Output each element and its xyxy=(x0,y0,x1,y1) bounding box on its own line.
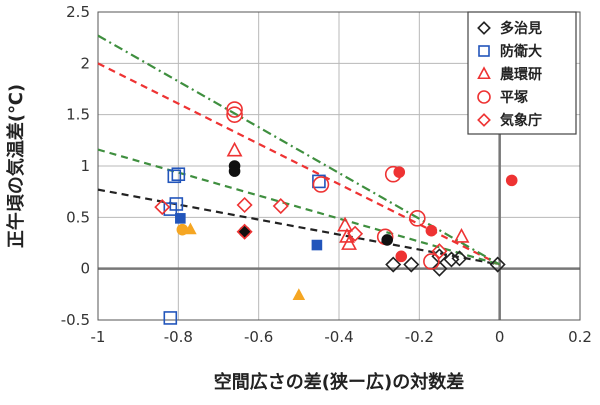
trend-line xyxy=(97,62,501,266)
data-point xyxy=(395,250,408,263)
data-point xyxy=(409,210,426,227)
legend-label: 防衛大 xyxy=(500,43,542,60)
x-tick-label: -1 xyxy=(91,328,106,346)
data-point xyxy=(226,106,243,123)
data-point xyxy=(403,256,420,273)
data-point xyxy=(425,224,438,237)
trend-lines xyxy=(97,34,501,266)
legend-label: 気象庁 xyxy=(500,112,542,129)
data-point xyxy=(451,250,468,267)
x-tick-label: 0.2 xyxy=(568,328,592,346)
y-tick-label: 1.5 xyxy=(66,106,90,124)
data-point xyxy=(381,234,394,246)
data-points xyxy=(154,101,518,325)
data-point xyxy=(167,169,182,184)
x-tick-labels: -1 -0.8 -0.6 -0.4 -0.2 0 0.2 xyxy=(91,328,592,346)
data-point xyxy=(505,174,518,187)
data-point xyxy=(226,141,243,157)
data-point xyxy=(431,260,448,277)
x-tick-label: -0.2 xyxy=(405,328,434,346)
data-point xyxy=(154,199,171,216)
y-tick-label: 1 xyxy=(80,157,90,175)
data-point xyxy=(236,223,253,240)
data-point xyxy=(236,196,253,214)
data-point xyxy=(311,239,323,251)
legend-label: 平塚 xyxy=(500,90,528,106)
trend-line xyxy=(97,148,500,266)
data-point xyxy=(292,288,306,300)
legend-label: 農環研 xyxy=(500,66,542,83)
y-tick-labels: -0.5 0 0.5 1 1.5 2 2.5 xyxy=(61,3,90,329)
x-tick-label: -0.6 xyxy=(244,328,273,346)
trend-line xyxy=(97,188,500,266)
legend-marker xyxy=(477,66,491,80)
data-point xyxy=(228,165,241,177)
data-point xyxy=(423,253,440,270)
data-point xyxy=(385,256,402,273)
y-tick-label: 0.5 xyxy=(66,208,90,226)
x-tick-label: -0.4 xyxy=(324,328,353,346)
data-point xyxy=(175,213,186,224)
data-point xyxy=(443,251,460,268)
data-point xyxy=(163,311,178,325)
y-tick-label: -0.5 xyxy=(61,311,90,329)
data-point xyxy=(347,225,364,242)
data-point xyxy=(171,167,186,182)
y-tick-label: 2 xyxy=(80,54,90,72)
data-point xyxy=(337,216,353,232)
data-point xyxy=(489,256,506,273)
x-tick-label: 0 xyxy=(495,328,505,346)
trend-line xyxy=(97,34,501,266)
data-point xyxy=(312,176,330,193)
data-point xyxy=(393,166,406,178)
data-point xyxy=(176,223,189,236)
legend-label: 多治見 xyxy=(500,20,542,37)
data-point xyxy=(272,198,289,215)
data-point xyxy=(312,174,326,189)
x-tick-label: -0.8 xyxy=(164,328,193,346)
data-point xyxy=(453,227,470,243)
y-tick-label: 2.5 xyxy=(66,3,90,21)
data-point xyxy=(431,243,448,260)
legend-marker xyxy=(477,21,491,35)
plot-frame xyxy=(97,11,581,321)
x-axis-title: 空間広さの差(狭ー広)の対数差 xyxy=(214,371,464,393)
legend-marker xyxy=(477,90,491,104)
data-point xyxy=(163,202,178,216)
legend-marker xyxy=(478,45,490,57)
data-point xyxy=(341,235,357,250)
data-point xyxy=(238,225,251,238)
y-axis-title: 正午頃の気温差(℃) xyxy=(5,84,27,248)
legend-marker xyxy=(477,113,491,127)
y-tick-label: 0 xyxy=(80,260,90,278)
data-point xyxy=(226,101,243,118)
